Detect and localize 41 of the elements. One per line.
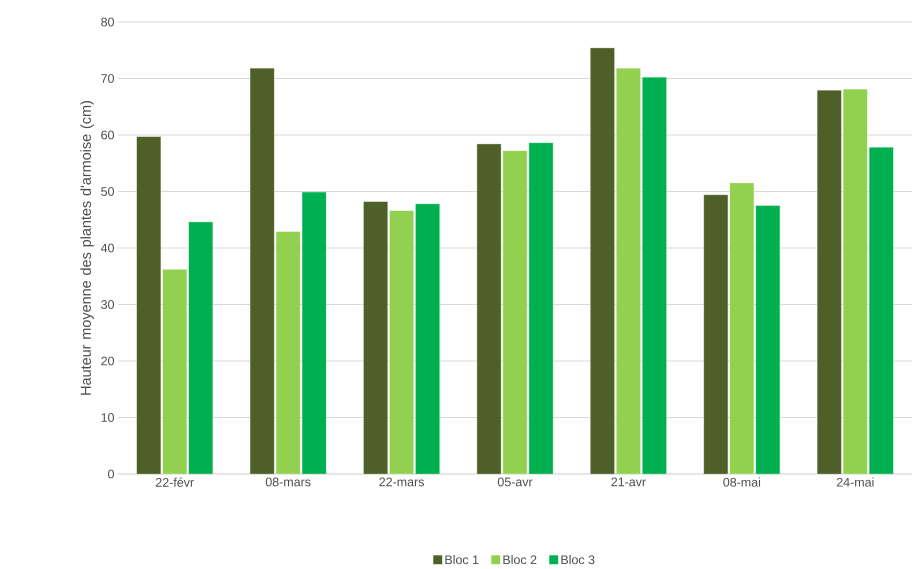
y-tick-label: 50 xyxy=(101,187,114,196)
bar xyxy=(817,90,842,474)
bar xyxy=(250,68,274,474)
y-tick-label: 70 xyxy=(101,74,114,83)
y-tick-label: 20 xyxy=(101,356,114,366)
y-tick-label: 10 xyxy=(102,413,114,422)
legend-label: Bloc 1 xyxy=(445,555,478,564)
bar xyxy=(730,182,754,474)
y-tick-label: 40 xyxy=(100,244,114,252)
x-tick-label: 24-mai xyxy=(836,478,874,487)
bar xyxy=(642,77,667,474)
bar xyxy=(363,201,388,474)
bar xyxy=(704,194,728,474)
bar xyxy=(162,269,187,474)
y-axis-title: Hauteur moyenne des plantes d'armoise (cm) xyxy=(80,101,94,395)
y-tick-label: 60 xyxy=(101,130,114,140)
x-tick-label: 22-févr xyxy=(156,478,194,487)
x-tick-label: 05-avr xyxy=(498,478,532,486)
x-tick-label: 08-mai xyxy=(723,478,760,487)
y-tick-label: 30 xyxy=(101,300,114,309)
bar xyxy=(136,136,161,474)
bar xyxy=(616,68,641,474)
bar xyxy=(528,142,554,474)
bar xyxy=(756,205,780,474)
x-tick-label: 22-mars xyxy=(379,478,424,486)
bar xyxy=(590,48,615,474)
bar xyxy=(476,144,502,474)
bar xyxy=(188,222,213,474)
bar xyxy=(302,192,326,474)
x-tick-label: 08-mars xyxy=(266,478,311,486)
legend-label: Bloc 3 xyxy=(561,555,594,564)
bar xyxy=(869,147,894,474)
legend-label: Bloc 2 xyxy=(503,555,536,564)
x-tick-label: 21-avr xyxy=(611,478,646,486)
y-tick-label: 0 xyxy=(108,470,114,478)
bar xyxy=(415,204,440,474)
y-tick-label: 80 xyxy=(101,18,114,26)
bar xyxy=(276,231,300,474)
bar xyxy=(389,210,414,474)
bar xyxy=(502,150,528,474)
bar xyxy=(843,89,868,474)
